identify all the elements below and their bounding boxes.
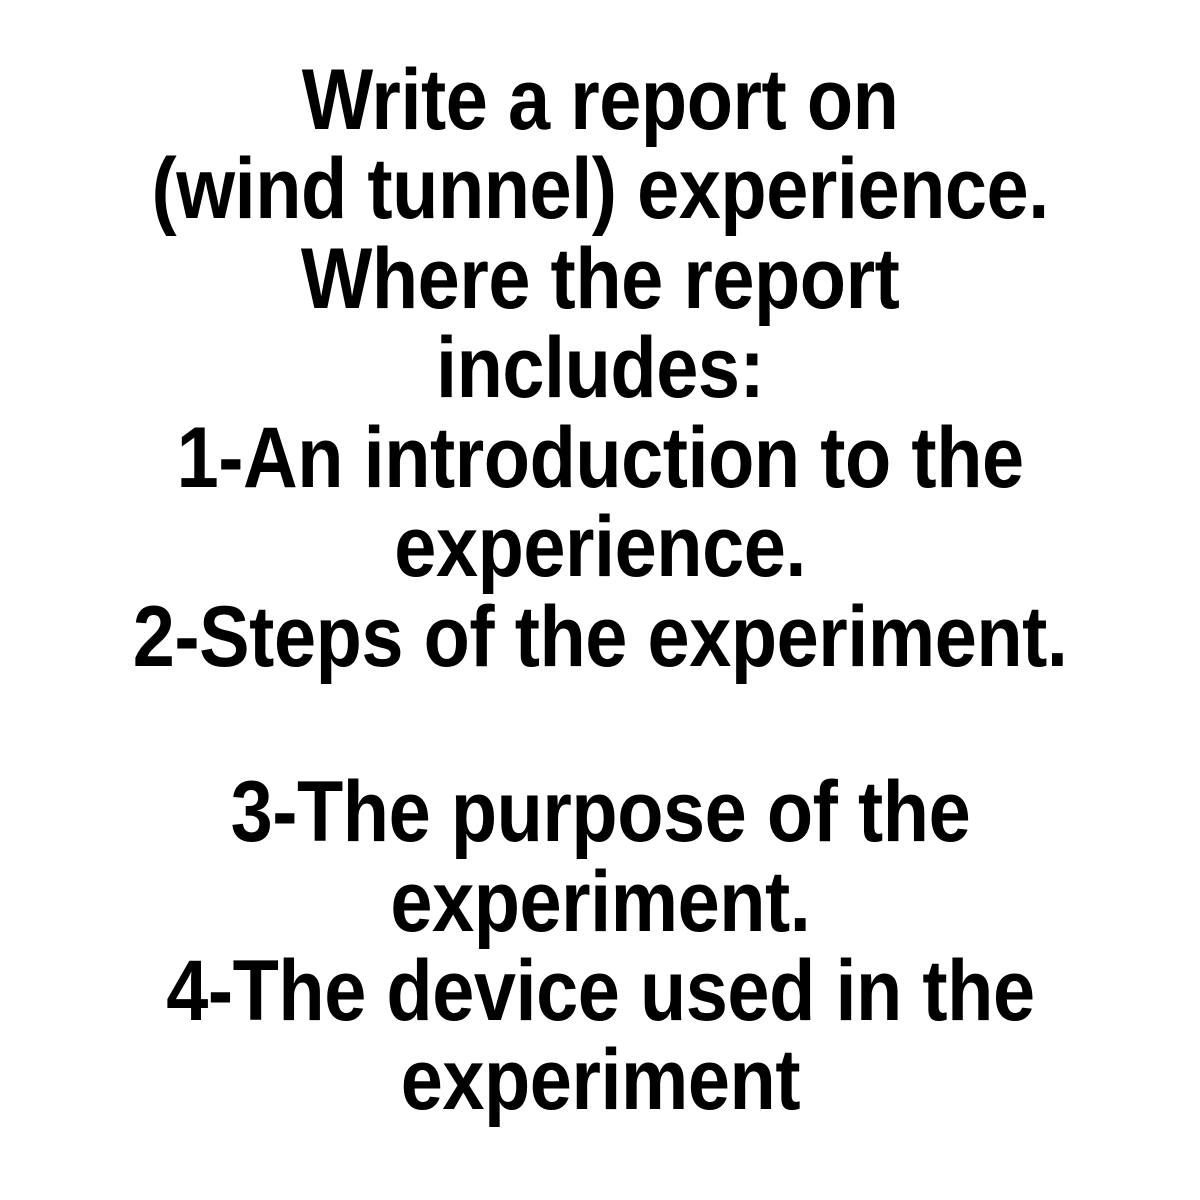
prompt-block-2: 3-The purpose of the experiment. 4-The d… xyxy=(166,768,1034,1126)
document-page: Write a report on (wind tunnel) experien… xyxy=(0,0,1200,1200)
prompt-block-1: Write a report on (wind tunnel) experien… xyxy=(133,56,1068,682)
